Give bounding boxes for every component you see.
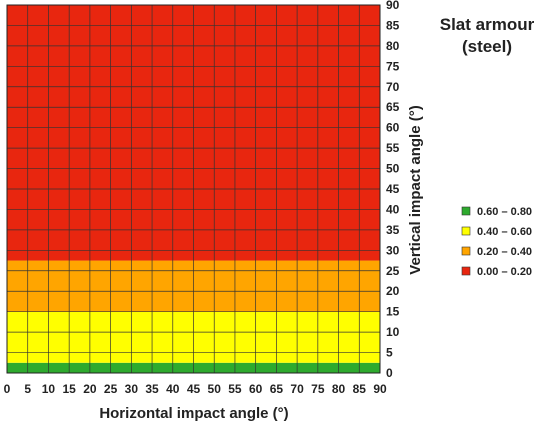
y-axis-label: Vertical impact angle (°)	[407, 105, 424, 274]
y-tick-label: 5	[386, 346, 393, 360]
y-tick-label: 90	[386, 0, 400, 12]
legend-swatch	[461, 206, 471, 216]
x-tick-label: 25	[104, 382, 118, 396]
x-tick-label: 5	[24, 382, 31, 396]
x-tick-label: 35	[145, 382, 159, 396]
legend-swatch	[461, 266, 471, 276]
x-tick-label: 40	[166, 382, 180, 396]
y-tick-label: 55	[386, 141, 400, 155]
grid-lines	[6, 4, 381, 374]
y-tick-label: 15	[386, 305, 400, 319]
x-axis-label: Horizontal impact angle (°)	[99, 405, 288, 422]
y-tick-label: 75	[386, 59, 400, 73]
legend-label: 0.60 – 0.80	[477, 206, 532, 218]
legend-label: 0.20 – 0.40	[477, 246, 532, 258]
x-tick-label: 10	[42, 382, 56, 396]
x-tick-label: 20	[83, 382, 97, 396]
x-tick-label: 75	[311, 382, 325, 396]
x-tick-label: 85	[353, 382, 367, 396]
legend-label: 0.40 – 0.60	[477, 226, 532, 238]
x-tick-label: 45	[187, 382, 201, 396]
y-tick-label: 25	[386, 264, 400, 278]
x-tick-label: 65	[270, 382, 284, 396]
x-tick-label: 30	[125, 382, 139, 396]
y-tick-label: 20	[386, 284, 400, 298]
x-tick-label: 90	[373, 382, 387, 396]
chart-title-line-2: (steel)	[462, 37, 512, 56]
x-tick-label: 60	[249, 382, 263, 396]
y-tick-label: 0	[386, 366, 393, 380]
y-tick-label: 85	[386, 18, 400, 32]
y-tick-label: 70	[386, 80, 400, 94]
x-tick-label: 50	[208, 382, 222, 396]
y-tick-label: 50	[386, 162, 400, 176]
legend-swatch	[461, 246, 471, 256]
x-tick-label: 15	[62, 382, 76, 396]
y-tick-label: 60	[386, 121, 400, 135]
legend: 0.60 – 0.80 0.40 – 0.60 0.20 – 0.40 0.00 – …	[461, 206, 532, 278]
y-tick-label: 65	[386, 100, 400, 114]
x-tick-label: 0	[4, 382, 11, 396]
y-tick-label: 10	[386, 325, 400, 339]
y-tick-label: 40	[386, 202, 400, 216]
legend-label: 0.00 – 0.20	[477, 266, 532, 278]
x-tick-label: 80	[332, 382, 346, 396]
y-tick-label: 35	[386, 223, 400, 237]
x-tick-labels: 0 5 10 15 20 25 30 35 40 45 50 55 60 65 70 75 80 85 90	[4, 382, 387, 396]
y-tick-label: 45	[386, 182, 400, 196]
y-tick-label: 30	[386, 243, 400, 257]
y-tick-labels: 0 5 10 15 20 25 30 35 40 45 50 55 60 65 70 75 80 85 90	[386, 0, 400, 380]
x-tick-label: 70	[290, 382, 304, 396]
y-tick-label: 80	[386, 39, 400, 53]
x-tick-label: 55	[228, 382, 242, 396]
legend-swatch	[461, 226, 471, 236]
chart-title-line-1: Slat armour	[440, 15, 535, 34]
plot-border	[6, 4, 381, 374]
